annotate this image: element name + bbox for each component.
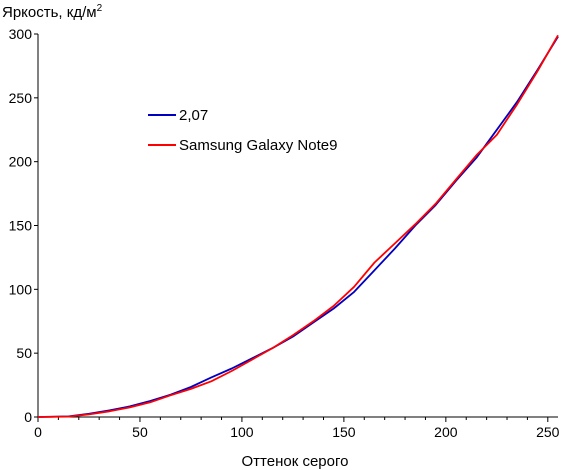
y-axis-title-main: Яркость, кд/м bbox=[2, 4, 97, 21]
y-axis-title: Яркость, кд/м2 bbox=[2, 3, 103, 21]
x-tick-label: 0 bbox=[34, 424, 42, 440]
x-tick-label: 250 bbox=[536, 424, 560, 440]
x-tick-label: 200 bbox=[434, 424, 458, 440]
legend-label-2: Samsung Galaxy Note9 bbox=[179, 137, 337, 154]
y-tick-label: 250 bbox=[9, 90, 33, 106]
legend-label-1: 2,07 bbox=[179, 107, 208, 124]
x-tick-label: 150 bbox=[332, 424, 356, 440]
plot-area: 0 50 100 150 200 250 300 0 50 100 150 200 250 bbox=[9, 26, 560, 440]
legend: 2,07 Samsung Galaxy Note9 bbox=[148, 107, 337, 154]
x-tick-label: 100 bbox=[230, 424, 254, 440]
series-line-1 bbox=[37, 36, 559, 418]
y-tick-label: 50 bbox=[16, 345, 32, 361]
y-tick-label: 100 bbox=[9, 281, 33, 297]
series-line-2 bbox=[37, 34, 559, 418]
y-tick-label: 200 bbox=[9, 154, 33, 170]
y-tick-label: 0 bbox=[24, 409, 32, 425]
y-tick-label: 150 bbox=[9, 218, 33, 234]
y-tick-label: 300 bbox=[9, 26, 33, 42]
y-axis-title-superscript: 2 bbox=[97, 3, 103, 14]
x-axis-title: Оттенок серого bbox=[242, 453, 349, 470]
x-tick-label: 50 bbox=[132, 424, 148, 440]
